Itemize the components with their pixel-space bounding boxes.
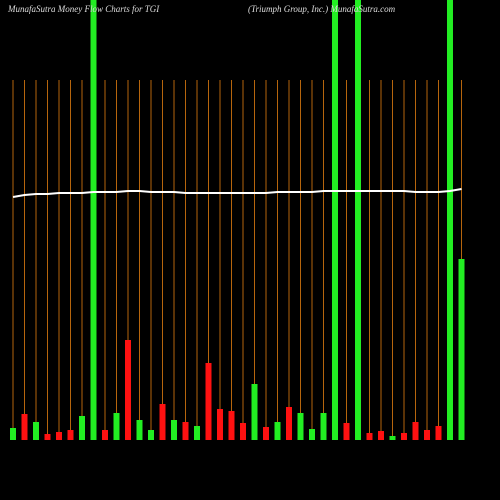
bar — [136, 420, 143, 440]
bar — [424, 430, 430, 440]
bar — [102, 430, 108, 440]
chart-subtitle: (Triumph Group, Inc.) MunafaSutra.com — [248, 4, 396, 14]
bar — [90, 0, 97, 440]
bar — [240, 423, 246, 440]
line — [12, 188, 462, 198]
bar — [159, 404, 166, 440]
bar — [412, 422, 419, 440]
marks — [10, 0, 465, 440]
bar — [320, 413, 327, 440]
chart-title: MunafaSutra Money Flow Charts for TGI — [7, 4, 160, 14]
bar — [21, 414, 28, 440]
bar — [286, 407, 292, 440]
bar — [435, 426, 442, 440]
bar — [343, 423, 350, 440]
bar — [10, 428, 16, 440]
bar — [332, 0, 338, 440]
bar — [447, 0, 453, 440]
bar — [389, 436, 396, 440]
bar — [297, 413, 304, 440]
bar — [44, 434, 51, 440]
bar — [125, 340, 131, 440]
bar — [263, 427, 269, 440]
bar — [148, 430, 154, 440]
bar — [79, 416, 85, 440]
bar — [251, 384, 258, 440]
bar — [113, 413, 120, 440]
bar — [366, 433, 373, 440]
bar — [401, 433, 407, 440]
bar — [458, 259, 465, 440]
bar — [378, 431, 384, 440]
bar — [171, 420, 177, 440]
bar — [228, 411, 235, 440]
bar — [56, 432, 62, 440]
bar — [33, 422, 39, 440]
bar — [194, 426, 200, 440]
bar — [274, 422, 281, 440]
bar — [205, 363, 212, 440]
bar — [355, 0, 361, 440]
bar — [182, 422, 189, 440]
bar — [217, 409, 223, 440]
bar — [309, 429, 315, 440]
bar — [67, 430, 74, 440]
